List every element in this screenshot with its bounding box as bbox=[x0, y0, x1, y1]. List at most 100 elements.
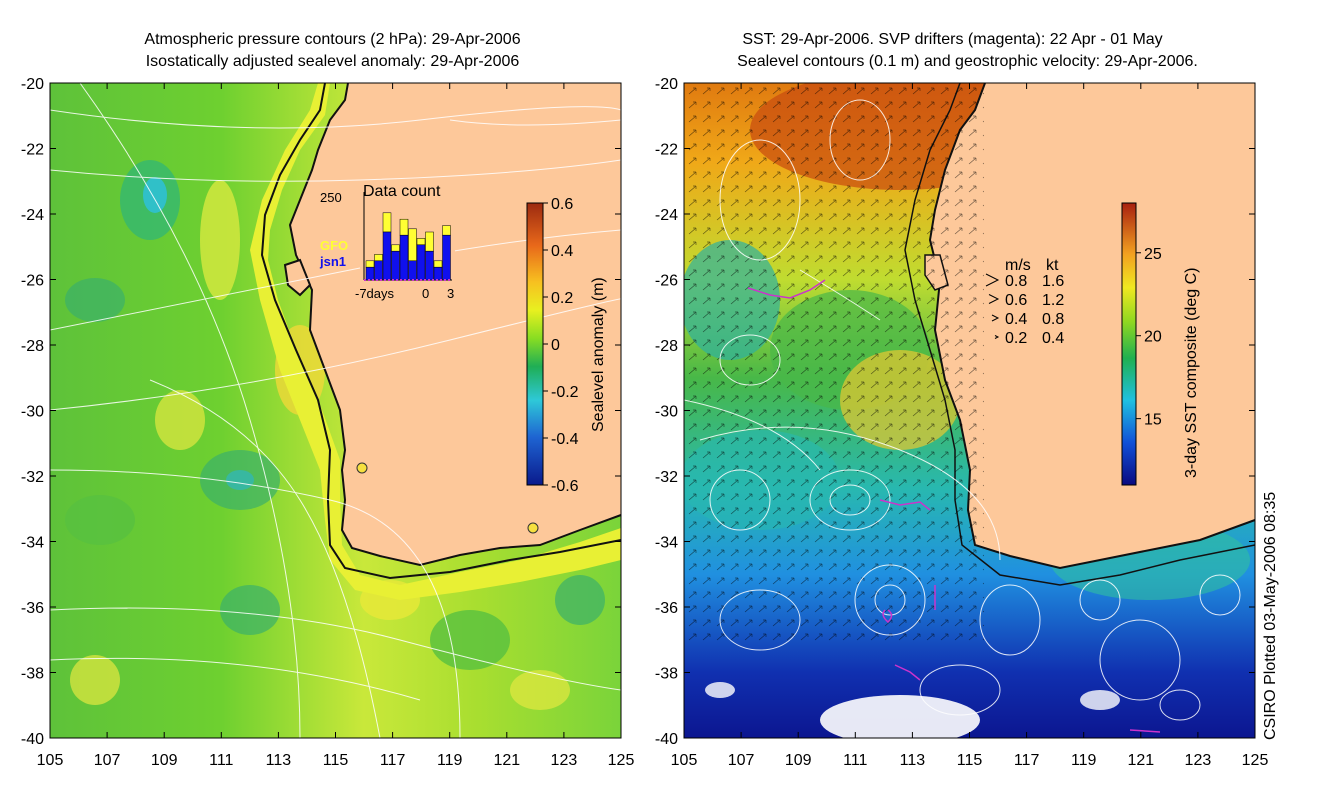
inset-bar-gfo bbox=[425, 231, 434, 252]
right-xtick-label: 125 bbox=[1242, 752, 1269, 769]
right-ytick-label: -38 bbox=[655, 666, 678, 683]
right-ytick-label: -24 bbox=[655, 207, 678, 224]
sla-tick-label: 0.2 bbox=[551, 290, 573, 307]
inset-bar-gfo bbox=[391, 244, 400, 252]
right-xtick-label: 111 bbox=[843, 752, 867, 769]
inset-legend-gfo: GFO bbox=[320, 238, 348, 253]
left-ytick-label: -26 bbox=[21, 273, 44, 290]
left-ytick-label: -40 bbox=[21, 731, 44, 748]
left-ytick-label: -24 bbox=[21, 207, 44, 224]
velocity-legend: m/s kt 0.8 1.6 0.6 1.2 0.4 0.8 0.2 0.4 bbox=[985, 257, 1064, 347]
velocity-ms-value: 0.4 bbox=[1005, 311, 1027, 328]
plot-timestamp: CSIRO Plotted 03-May-2006 08:35 bbox=[1262, 491, 1279, 740]
right-xtick-label: 119 bbox=[1071, 752, 1097, 769]
velocity-arrow-icon bbox=[988, 294, 1000, 304]
sla-colorbar-ticks: 0.6 0.4 0.2 0 -0.2 -0.4 -0.6 bbox=[543, 196, 579, 495]
velocity-kt-value: 0.8 bbox=[1042, 311, 1064, 328]
left-title-line1: Atmospheric pressure contours (2 hPa): 2… bbox=[144, 31, 521, 48]
right-xtick-label: 105 bbox=[671, 752, 698, 769]
left-ytick-label: -22 bbox=[21, 142, 44, 159]
right-x-ticks: 105 107 109 111 113 115 117 119 121 123 125 bbox=[671, 83, 1269, 769]
right-land bbox=[930, 83, 1255, 568]
inset-bar-gfo bbox=[399, 218, 409, 236]
right-xtick-label: 123 bbox=[1185, 752, 1212, 769]
left-y-ticks: -20 -22 -24 -26 -28 -30 -32 -34 -36 -38 -40 bbox=[21, 76, 621, 748]
right-ytick-label: -26 bbox=[655, 273, 678, 290]
left-ytick-label: -38 bbox=[21, 666, 44, 683]
left-xtick-label: 115 bbox=[323, 752, 349, 769]
velocity-arrow-icon bbox=[994, 335, 1000, 339]
velocity-kt-value: 0.4 bbox=[1042, 330, 1064, 347]
right-title-line2: Sealevel contours (0.1 m) and geostrophi… bbox=[737, 53, 1198, 70]
left-xtick-label: 105 bbox=[37, 752, 64, 769]
inset-bars bbox=[365, 212, 451, 281]
inset-xlabel-left: -7days bbox=[355, 286, 395, 301]
inset-bar-jsn1 bbox=[408, 260, 417, 281]
velocity-ms-value: 0.6 bbox=[1005, 292, 1027, 309]
right-ytick-label: -22 bbox=[655, 142, 678, 159]
vel-header-kt: kt bbox=[1046, 257, 1059, 274]
right-xtick-label: 117 bbox=[1014, 752, 1040, 769]
right-map bbox=[684, 83, 1255, 738]
sst-colorbar-label: 3-day SST composite (deg C) bbox=[1183, 268, 1200, 478]
right-ytick-label: -40 bbox=[655, 731, 678, 748]
right-ytick-label: -28 bbox=[655, 338, 678, 355]
sst-tick-label: 25 bbox=[1144, 246, 1162, 263]
vel-header-ms: m/s bbox=[1005, 257, 1031, 274]
left-ytick-label: -34 bbox=[21, 535, 44, 552]
inset-bar-jsn1 bbox=[382, 231, 392, 281]
right-xtick-label: 121 bbox=[1127, 752, 1154, 769]
inset-legend-jsn1: jsn1 bbox=[319, 254, 346, 269]
inset-bar-gfo bbox=[408, 228, 417, 262]
sla-tick-label: 0.4 bbox=[551, 243, 573, 260]
right-title-line1: SST: 29-Apr-2006. SVP drifters (magenta)… bbox=[742, 31, 1163, 48]
right-ytick-label: -36 bbox=[655, 600, 678, 617]
inset-bar-jsn1 bbox=[416, 244, 426, 281]
inset-bar-gfo bbox=[374, 254, 383, 262]
inset-bar-gfo bbox=[382, 212, 392, 233]
left-ytick-label: -36 bbox=[21, 600, 44, 617]
right-ytick-label: -30 bbox=[655, 404, 678, 421]
velocity-ms-value: 0.8 bbox=[1005, 273, 1027, 290]
left-xtick-label: 111 bbox=[209, 752, 233, 769]
inset-bar-jsn1 bbox=[365, 266, 375, 281]
sla-tick-label: 0 bbox=[551, 337, 560, 354]
sla-tick-label: -0.6 bbox=[551, 478, 579, 495]
sst-colorbar-ticks: 25 20 15 bbox=[1136, 246, 1162, 429]
right-y-ticks: -20 -22 -24 -26 -28 -30 -32 -34 -36 -38 -40 bbox=[655, 76, 1255, 748]
left-xtick-label: 117 bbox=[380, 752, 406, 769]
sla-tick-label: -0.4 bbox=[551, 431, 579, 448]
drifter-tracks bbox=[747, 279, 1161, 733]
left-x-ticks: 105 107 109 111 113 115 117 119 121 123 125 bbox=[37, 83, 635, 769]
inset-bar-gfo bbox=[416, 238, 426, 246]
left-xtick-label: 119 bbox=[437, 752, 463, 769]
data-count-inset: Data count 250 GFO jsn1 -7days 0 3 bbox=[319, 183, 455, 301]
inset-bar-gfo bbox=[442, 225, 451, 236]
velocity-arrow-icon bbox=[985, 273, 1000, 287]
sla-colorbar-label: Sealevel anomaly (m) bbox=[590, 277, 607, 432]
velocity-kt-value: 1.6 bbox=[1042, 273, 1064, 290]
right-xtick-label: 109 bbox=[785, 752, 812, 769]
sla-tick-label: -0.2 bbox=[551, 384, 579, 401]
left-ytick-label: -32 bbox=[21, 469, 44, 486]
sst-colorbar: 25 20 15 3-day SST composite (deg C) bbox=[1121, 202, 1200, 486]
sla-colorbar: 0.6 0.4 0.2 0 -0.2 -0.4 -0.6 Sealevel anomaly … bbox=[526, 196, 607, 495]
left-xtick-label: 113 bbox=[266, 752, 292, 769]
left-xtick-label: 125 bbox=[608, 752, 635, 769]
right-ytick-label: -32 bbox=[655, 469, 678, 486]
sla-tick-label: 0.6 bbox=[551, 196, 573, 213]
left-ytick-label: -20 bbox=[21, 76, 44, 93]
sst-tick-label: 20 bbox=[1144, 329, 1162, 346]
inset-bar-gfo bbox=[433, 260, 443, 268]
left-xtick-label: 121 bbox=[493, 752, 520, 769]
inset-bar-gfo bbox=[365, 260, 375, 268]
right-xtick-label: 115 bbox=[957, 752, 983, 769]
velocity-kt-value: 1.2 bbox=[1042, 292, 1064, 309]
left-ytick-label: -30 bbox=[21, 404, 44, 421]
sst-tick-label: 15 bbox=[1144, 412, 1162, 429]
left-xtick-label: 107 bbox=[94, 752, 121, 769]
inset-bar-jsn1 bbox=[391, 250, 400, 281]
inset-bar-jsn1 bbox=[433, 266, 443, 281]
left-xtick-label: 109 bbox=[151, 752, 178, 769]
